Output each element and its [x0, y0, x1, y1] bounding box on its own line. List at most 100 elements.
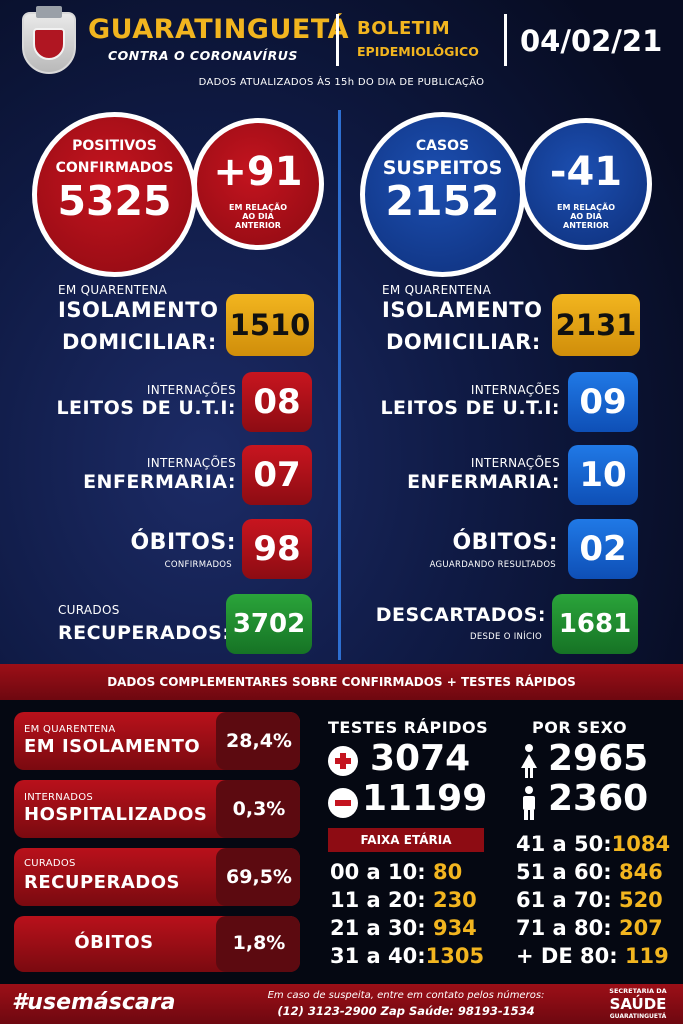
- confirmed-deaths-label: ÓBITOS:: [130, 530, 236, 555]
- health-dept-logo-line1: SECRETARIA DA: [609, 987, 667, 995]
- rapid-tests-negative: 11199: [362, 778, 488, 819]
- age-row: 71 a 80: 207: [516, 916, 663, 940]
- confirmed-cured-value: 3702: [226, 594, 312, 654]
- suspected-label-1: CASOS: [415, 138, 470, 154]
- suspected-deaths-value: 02: [568, 519, 638, 579]
- confirmed-cured-label: RECUPERADOS:: [58, 622, 231, 644]
- center-divider: [338, 110, 341, 660]
- suspected-label-2: SUSPEITOS: [382, 157, 503, 179]
- age-row: 41 a 50:1084: [516, 832, 671, 856]
- suspected-ward-value: 10: [568, 445, 638, 505]
- female-count: 2965: [548, 738, 649, 779]
- suspected-deaths-label: ÓBITOS:: [452, 530, 558, 555]
- suspected-isolation-line2: DOMICILIAR:: [386, 330, 541, 354]
- pct-recovered-small: CURADOS: [24, 858, 76, 869]
- confirmed-value: 5325: [57, 177, 172, 225]
- confirmed-delta: +91: [213, 149, 303, 195]
- minus-icon: [328, 788, 358, 818]
- pct-isolation-label: EM ISOLAMENTO: [24, 736, 201, 757]
- city-title: GUARATINGUETÁ: [88, 14, 350, 45]
- age-row: 11 a 20: 230: [330, 888, 477, 912]
- complementary-title: DADOS COMPLEMENTARES SOBRE CONFIRMADOS +…: [107, 675, 576, 689]
- suspected-icu-small: INTERNAÇÕES: [470, 383, 560, 397]
- confirmed-label-2: CONFIRMADOS: [55, 160, 174, 176]
- confirmed-circle: POSITIVOS CONFIRMADOS 5325: [32, 112, 197, 277]
- confirmed-ward-value: 07: [242, 445, 312, 505]
- pct-hospitalized-small: INTERNADOS: [24, 792, 94, 803]
- confirmed-icu-small: INTERNAÇÕES: [146, 383, 236, 397]
- confirmed-icu-value: 08: [242, 372, 312, 432]
- footer-band: [0, 984, 683, 1024]
- confirmed-icu-label: LEITOS DE U.T.I:: [56, 397, 236, 419]
- confirmed-ward-label: ENFERMARIA:: [83, 471, 236, 493]
- confirmed-delta-note-2: AO DIA: [242, 212, 274, 221]
- age-row: 51 a 60: 846: [516, 860, 663, 884]
- age-row: 21 a 30: 934: [330, 916, 477, 940]
- age-row: 00 a 10: 80: [330, 860, 463, 884]
- confirmed-ward-small: INTERNAÇÕES: [146, 456, 236, 470]
- pct-isolation-value: 28,4%: [226, 730, 292, 752]
- suspected-ward-label: ENFERMARIA:: [407, 471, 560, 493]
- by-sex-title: POR SEXO: [532, 718, 628, 737]
- age-row: 31 a 40:1305: [330, 944, 485, 968]
- pct-deaths-label: ÓBITOS: [74, 932, 154, 953]
- suspected-circle: CASOS SUSPEITOS 2152: [360, 112, 525, 277]
- mask-hashtag: #usemáscara: [12, 990, 176, 1015]
- suspected-discarded-small: DESDE O INÍCIO: [469, 632, 542, 642]
- confirmed-isolation-line2: DOMICILIAR:: [62, 330, 217, 354]
- suspected-delta-circle: -41 EM RELAÇÃO AO DIA ANTERIOR: [520, 118, 652, 250]
- pct-hospitalized-label: HOSPITALIZADOS: [24, 804, 208, 825]
- suspected-delta-note-1: EM RELAÇÃO: [557, 203, 615, 212]
- pct-deaths-value: 1,8%: [232, 932, 286, 954]
- confirmed-isolation-line1: ISOLAMENTO: [58, 298, 219, 322]
- header-divider-2: [504, 14, 507, 66]
- age-row: 61 a 70: 520: [516, 888, 663, 912]
- confirmed-delta-note-3: ANTERIOR: [235, 221, 281, 230]
- suspected-delta-note-2: AO DIA: [570, 212, 602, 221]
- rapid-tests-title: TESTES RÁPIDOS: [328, 718, 489, 737]
- suspected-quarantine-small: EM QUARENTENA: [382, 283, 492, 297]
- suspected-delta-note-3: ANTERIOR: [563, 221, 609, 230]
- bulletin-date: 04/02/21: [520, 24, 663, 58]
- update-note: DADOS ATUALIZADOS ÀS 15h DO DIA DE PUBLI…: [198, 77, 485, 88]
- rapid-tests-positive: 3074: [370, 738, 471, 779]
- health-dept-logo-line3: GUARATINGUETÁ: [609, 1013, 667, 1020]
- pct-isolation-small: EM QUARENTENA: [24, 724, 116, 735]
- health-dept-logo-line2: SAÚDE: [609, 995, 667, 1013]
- suspected-delta: -41: [549, 149, 623, 195]
- pct-hospitalized-value: 0,3%: [232, 798, 286, 820]
- confirmed-isolation-value: 1510: [226, 294, 314, 356]
- suspected-isolation-value: 2131: [552, 294, 640, 356]
- pct-recovered-value: 69,5%: [226, 866, 292, 888]
- complementary-band: [0, 664, 683, 700]
- suspected-discarded-label: DESCARTADOS:: [375, 604, 546, 626]
- pct-cell-isolation: [216, 712, 300, 770]
- confirmed-delta-note-1: EM RELAÇÃO: [229, 203, 287, 212]
- boletim-label: BOLETIM: [357, 18, 451, 39]
- contact-numbers: (12) 3123-2900 Zap Saúde: 98193-1534: [277, 1004, 535, 1018]
- confirmed-delta-circle: +91 EM RELAÇÃO AO DIA ANTERIOR: [192, 118, 324, 250]
- confirmed-quarantine-small: EM QUARENTENA: [58, 283, 168, 297]
- suspected-deaths-small: AGUARDANDO RESULTADOS: [429, 560, 556, 570]
- age-row: + DE 80: 119: [516, 944, 669, 968]
- male-count: 2360: [548, 778, 649, 819]
- plus-icon: [328, 746, 358, 776]
- female-icon: [520, 744, 538, 778]
- confirmed-deaths-value: 98: [242, 519, 312, 579]
- suspected-value: 2152: [385, 177, 500, 225]
- age-title: FAIXA ETÁRIA: [328, 828, 484, 852]
- pct-cell-recovered: [216, 848, 300, 906]
- suspected-isolation-line1: ISOLAMENTO: [382, 298, 543, 322]
- male-icon: [520, 786, 538, 820]
- pct-recovered-label: RECUPERADOS: [24, 872, 180, 893]
- campaign-subtitle: CONTRA O CORONAVÍRUS: [108, 48, 298, 63]
- pct-cell-hospitalized: [216, 780, 300, 838]
- epidemiologico-label: EPIDEMIOLÓGICO: [357, 44, 479, 59]
- contact-note: Em caso de suspeita, entre em contato pe…: [267, 990, 545, 1001]
- confirmed-deaths-small: CONFIRMADOS: [164, 560, 232, 570]
- suspected-ward-small: INTERNAÇÕES: [470, 456, 560, 470]
- header-divider: [336, 14, 339, 66]
- confirmed-label-1: POSITIVOS: [72, 138, 157, 154]
- suspected-icu-label: LEITOS DE U.T.I:: [380, 397, 560, 419]
- suspected-icu-value: 09: [568, 372, 638, 432]
